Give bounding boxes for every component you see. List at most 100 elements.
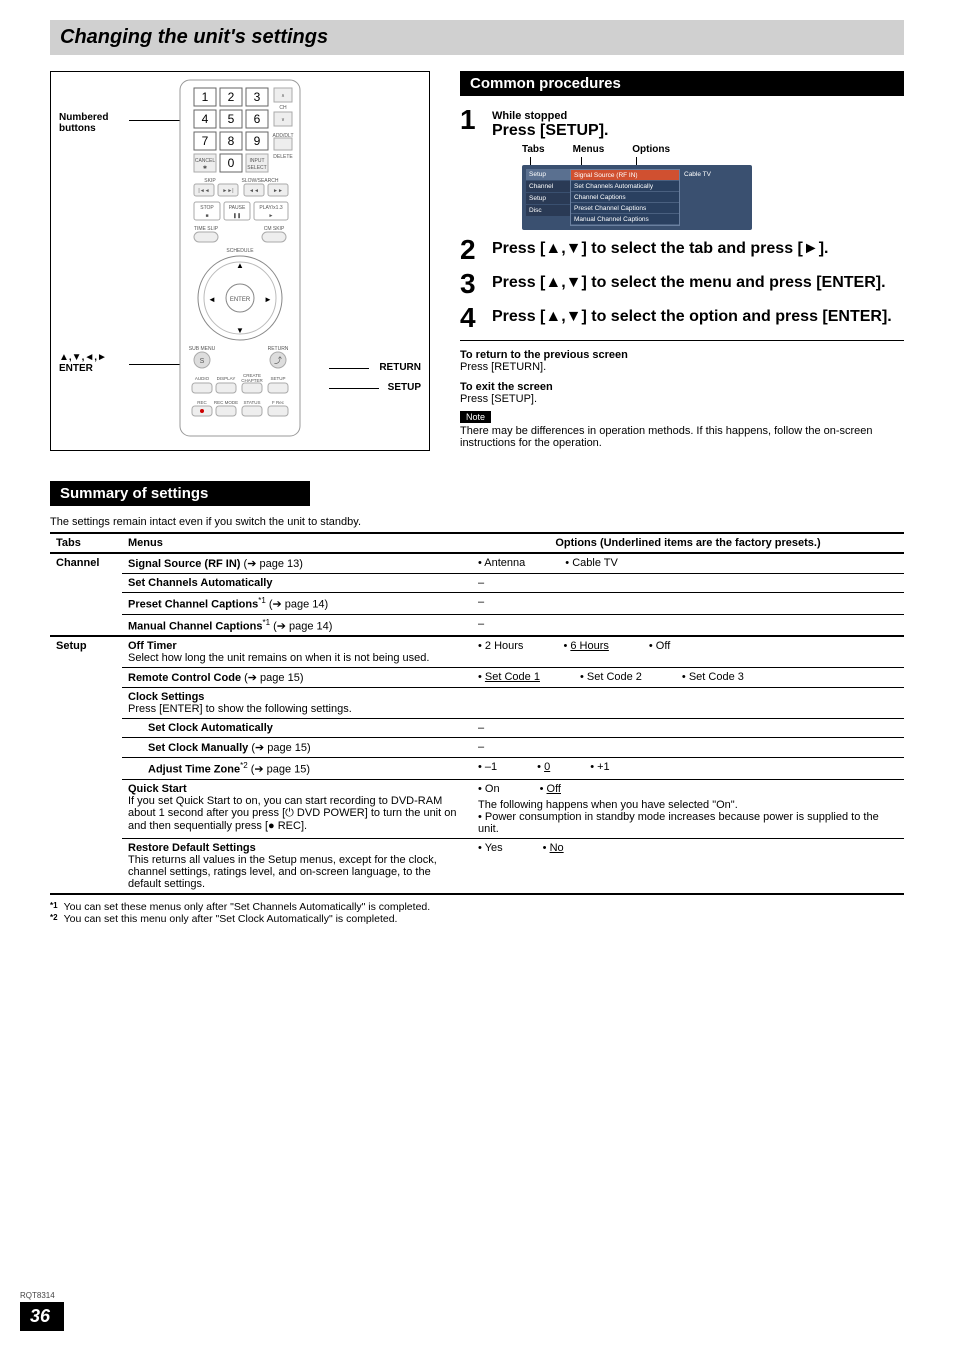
- table-row: Set Channels Automatically –: [50, 574, 904, 593]
- label-return: RETURN: [379, 362, 421, 373]
- svg-text:DISPLAY: DISPLAY: [217, 376, 236, 381]
- page-number: 36: [20, 1302, 64, 1331]
- svg-text:0: 0: [228, 156, 235, 170]
- exit-text: Press [SETUP].: [460, 393, 904, 405]
- step-number: 3: [460, 270, 492, 298]
- screen-menu: Channel Captions: [571, 192, 679, 203]
- svg-text:STOP: STOP: [200, 205, 214, 211]
- svg-text:SKIP: SKIP: [204, 178, 216, 184]
- svg-text:8: 8: [228, 134, 235, 148]
- footnote-2: *2 You can set this menu only after "Set…: [50, 913, 904, 925]
- table-row: Adjust Time Zone*2 (➔ page 15) • –1 • 0 …: [50, 758, 904, 780]
- footnotes: *1 You can set these menus only after "S…: [50, 901, 904, 925]
- page-footer: RQT8314 36: [20, 1291, 64, 1331]
- svg-text:REC MODE: REC MODE: [214, 400, 238, 405]
- label-menus: Menus: [573, 144, 605, 155]
- table-row: Set Clock Manually (➔ page 15) –: [50, 738, 904, 758]
- menu-preset-cc: Preset Channel Captions*1 (➔ page 14): [122, 593, 472, 615]
- svg-text:4: 4: [202, 112, 209, 126]
- svg-text:7: 7: [202, 134, 209, 148]
- th-options: Options (Underlined items are the factor…: [472, 533, 904, 553]
- menu-manual-cc: Manual Channel Captions*1 (➔ page 14): [122, 614, 472, 636]
- remote-svg: 1 2 3 4 5 6 7 8 9 0 ∧ CH ∨ ADD/DLT: [160, 78, 320, 438]
- opts-set-clock-auto: –: [472, 719, 904, 738]
- svg-text:SLOW/SEARCH: SLOW/SEARCH: [242, 178, 279, 184]
- procedure-steps: 1 While stopped Press [SETUP]. Tabs Menu…: [460, 106, 904, 332]
- svg-text:F Rec: F Rec: [272, 400, 285, 405]
- svg-text:AUDIO: AUDIO: [195, 376, 210, 381]
- menu-clock-settings: Clock Settings Press [ENTER] to show the…: [122, 688, 472, 719]
- procedures-column: Common procedures 1 While stopped Press …: [460, 71, 904, 451]
- svg-text:✱: ✱: [203, 165, 207, 171]
- opts-off-timer: • 2 Hours • 6 Hours • Off: [472, 636, 904, 668]
- return-heading: To return to the previous screen: [460, 349, 904, 361]
- screen-option: Cable TV: [680, 169, 740, 226]
- table-header-row: Tabs Menus Options (Underlined items are…: [50, 533, 904, 553]
- svg-text:|◄◄: |◄◄: [198, 188, 209, 194]
- th-tabs: Tabs: [50, 533, 122, 553]
- svg-text:SCHEDULE: SCHEDULE: [226, 248, 254, 254]
- screen-menu: Signal Source (RF IN): [571, 170, 679, 181]
- label-numbered-buttons: Numbered buttons: [59, 112, 129, 134]
- opts-signal-source: • Antenna • Cable TV: [472, 553, 904, 574]
- upper-columns: Numbered buttons ▲,▼,◄,► ENTER RETURN SE…: [50, 71, 904, 451]
- svg-text:2: 2: [228, 90, 235, 104]
- menu-quick-start: Quick Start If you set Quick Start to on…: [122, 779, 472, 838]
- remote-column: Numbered buttons ▲,▼,◄,► ENTER RETURN SE…: [50, 71, 430, 451]
- svg-text:►►: ►►: [273, 188, 283, 194]
- svg-text:∨: ∨: [281, 117, 285, 123]
- svg-text:►: ►: [264, 295, 272, 304]
- step-number: 4: [460, 304, 492, 332]
- page-title-bar: Changing the unit's settings: [50, 20, 904, 55]
- screen-col-labels: Tabs Menus Options: [522, 144, 904, 155]
- screen-tab: Disc: [526, 205, 570, 217]
- svg-text:∧: ∧: [281, 93, 285, 99]
- label-tabs: Tabs: [522, 144, 545, 155]
- screen-tab: Setup: [526, 193, 570, 205]
- svg-text:INPUT: INPUT: [250, 158, 265, 164]
- svg-text:CHAPTER: CHAPTER: [241, 378, 263, 383]
- svg-text:◄: ◄: [208, 295, 216, 304]
- svg-text:❚❚: ❚❚: [233, 213, 241, 219]
- menu-set-channels-auto: Set Channels Automatically: [128, 577, 272, 589]
- step-main: Press [SETUP].: [492, 122, 904, 140]
- th-menus: Menus: [122, 533, 472, 553]
- svg-text:ENTER: ENTER: [230, 297, 251, 303]
- step-number: 1: [460, 106, 492, 134]
- step-2: 2 Press [▲,▼] to select the tab and pres…: [460, 236, 904, 264]
- menu-restore-defaults: Restore Default Settings This returns al…: [122, 838, 472, 894]
- svg-text:DELETE: DELETE: [273, 154, 293, 160]
- svg-text:1: 1: [202, 90, 209, 104]
- svg-text:SELECT: SELECT: [247, 165, 266, 171]
- tab-channel: Channel: [50, 553, 122, 636]
- screen-menu: Preset Channel Captions: [571, 203, 679, 214]
- footnote-1: *1 You can set these menus only after "S…: [50, 901, 904, 913]
- opts-adjust-tz: • –1 • 0 • +1: [472, 758, 904, 780]
- svg-text:⤴: ⤴: [274, 355, 282, 365]
- label-enter-arrows: ▲,▼,◄,► ENTER: [59, 352, 139, 374]
- screen-menu: Manual Channel Captions: [571, 214, 679, 225]
- table-end: [50, 894, 904, 895]
- setup-screen-preview: Setup Channel Setup Disc Signal Source (…: [522, 165, 752, 230]
- svg-text:S: S: [200, 358, 205, 365]
- svg-text:CM SKIP: CM SKIP: [264, 226, 285, 232]
- opts-set-channels-auto: –: [472, 574, 904, 593]
- label-setup: SETUP: [388, 382, 421, 393]
- svg-text:▼: ▼: [236, 326, 244, 335]
- svg-text:9: 9: [254, 134, 261, 148]
- svg-text:◄◄: ◄◄: [249, 188, 259, 194]
- tick-lines: [522, 157, 904, 165]
- opts-restore: • Yes • No: [472, 838, 904, 894]
- table-row: Remote Control Code (➔ page 15) • Set Co…: [50, 668, 904, 688]
- svg-text:REC: REC: [197, 400, 207, 405]
- step-4: 4 Press [▲,▼] to select the option and p…: [460, 304, 904, 332]
- svg-text:►►|: ►►|: [222, 188, 233, 194]
- svg-text:SETUP: SETUP: [270, 376, 285, 381]
- step-1: 1 While stopped Press [SETUP]. Tabs Menu…: [460, 106, 904, 230]
- menu-remote-code: Remote Control Code (➔ page 15): [122, 668, 472, 688]
- note-badge: Note: [460, 411, 491, 423]
- screen-menu: Set Channels Automatically: [571, 181, 679, 192]
- step-main: Press [▲,▼] to select the tab and press …: [492, 240, 904, 258]
- opts-quick-start: • On • Off The following happens when yo…: [472, 779, 904, 838]
- leader-line: [329, 388, 379, 389]
